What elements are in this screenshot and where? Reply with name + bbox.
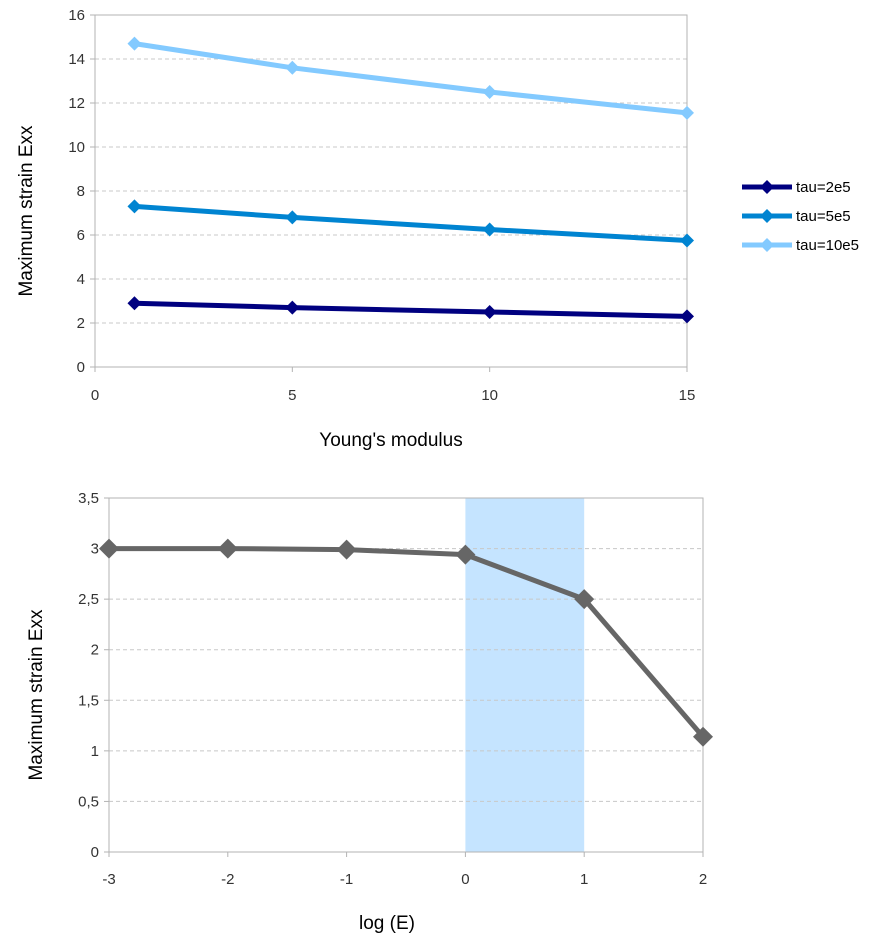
chart1-x-tick-labels: 0 5 10 15 xyxy=(91,367,696,404)
chart1-y-tick-label: 8 xyxy=(77,183,85,200)
chart2-series-line-1 xyxy=(109,546,705,739)
chart1-data-point xyxy=(285,60,300,75)
chart1-series-line-1 xyxy=(134,300,688,319)
legend-entry-label: tau=10e5 xyxy=(796,237,859,254)
chart2-y-axis-title: Maximum strain Exx xyxy=(26,609,47,781)
chart1-data-point xyxy=(127,36,142,51)
chart1-data-point xyxy=(285,300,300,315)
chart1-data-point xyxy=(127,199,142,214)
chart1-data-point xyxy=(482,222,497,237)
chart-young-modulus: 0 2 4 6 8 10 12 14 16 0 5 10 15 Young's modulus Max… xyxy=(16,7,859,451)
chart1-series xyxy=(127,36,694,324)
chart2-x-axis-title: log (E) xyxy=(359,913,415,934)
chart1-data-point xyxy=(482,85,497,99)
chart2-x-tick-label: 2 xyxy=(699,871,707,888)
chart1-x-tick-label: 5 xyxy=(288,387,296,404)
chart1-series-line-3 xyxy=(134,41,688,116)
chart2-y-tick-label: 3 xyxy=(91,541,99,558)
chart1-legend: tau=2e5 tau=5e5 tau=10e5 xyxy=(742,179,859,254)
chart1-y-tick-label: 0 xyxy=(77,359,85,376)
chart1-y-axis-title: Maximum strain Exx xyxy=(16,125,37,297)
chart1-x-axis-title: Young's modulus xyxy=(319,430,462,451)
chart2-x-tick-labels: -3 -2 -1 0 1 2 xyxy=(102,852,707,888)
chart2-x-tick-label: -2 xyxy=(221,871,234,888)
chart1-y-tick-label: 12 xyxy=(68,95,85,112)
chart2-data-point xyxy=(574,589,595,610)
chart2-y-tick-label: 0 xyxy=(91,844,99,861)
chart2-data-point xyxy=(217,538,238,559)
legend-swatch-marker xyxy=(760,180,774,194)
chart2-y-tick-label: 1 xyxy=(91,743,99,760)
chart2-series xyxy=(99,538,713,747)
chart2-highlight-band xyxy=(465,498,585,852)
legend-swatch-marker xyxy=(760,209,774,223)
chart1-y-tick-label: 6 xyxy=(77,227,85,244)
chart1-x-tick-label: 0 xyxy=(91,387,99,404)
chart1-data-point xyxy=(680,105,694,120)
chart1-y-tick-label: 4 xyxy=(77,271,85,288)
chart1-y-tick-label: 2 xyxy=(77,315,85,332)
legend-swatch-marker xyxy=(760,238,774,252)
chart1-data-point xyxy=(680,233,694,248)
chart2-y-tick-label: 3,5 xyxy=(78,490,99,507)
chart2-y-tick-label: 2,5 xyxy=(78,591,99,608)
chart2-y-tick-label: 2 xyxy=(91,642,99,659)
legend-entry-label: tau=5e5 xyxy=(796,208,851,225)
chart2-y-tick-label: 0,5 xyxy=(78,793,99,810)
chart2-data-point xyxy=(693,726,713,747)
chart1-series-line-2 xyxy=(134,203,688,243)
chart2-x-tick-label: -3 xyxy=(102,871,115,888)
chart1-y-tick-label: 16 xyxy=(68,7,85,24)
chart-log-e: 0 0,5 1 1,5 2 2,5 3 3,5 -3 -2 -1 0 1 2 log (E) Maxim… xyxy=(26,490,713,934)
chart1-x-tick-label: 10 xyxy=(481,387,498,404)
chart2-gridlines xyxy=(109,548,703,802)
chart1-y-tick-label: 10 xyxy=(68,139,85,156)
chart2-x-tick-label: 1 xyxy=(580,871,588,888)
chart2-plot-frame xyxy=(108,497,704,853)
chart1-x-tick-label: 15 xyxy=(679,387,696,404)
chart2-x-tick-label: -1 xyxy=(340,871,353,888)
chart2-y-tick-label: 1,5 xyxy=(78,692,99,709)
chart1-data-point xyxy=(680,309,694,324)
chart1-data-point xyxy=(482,305,497,319)
chart1-y-tick-labels: 0 2 4 6 8 10 12 14 16 xyxy=(68,7,95,376)
legend-entry-label: tau=2e5 xyxy=(796,179,851,196)
chart2-data-point xyxy=(336,539,357,560)
chart2-data-point xyxy=(99,538,119,559)
chart1-gridlines xyxy=(95,58,687,324)
chart2-x-tick-label: 0 xyxy=(461,871,469,888)
chart1-y-tick-label: 14 xyxy=(68,51,85,68)
chart2-y-tick-labels: 0 0,5 1 1,5 2 2,5 3 3,5 xyxy=(78,490,109,861)
chart1-data-point xyxy=(127,296,142,311)
chart2-data-point xyxy=(455,544,476,565)
chart1-data-point xyxy=(285,210,300,225)
